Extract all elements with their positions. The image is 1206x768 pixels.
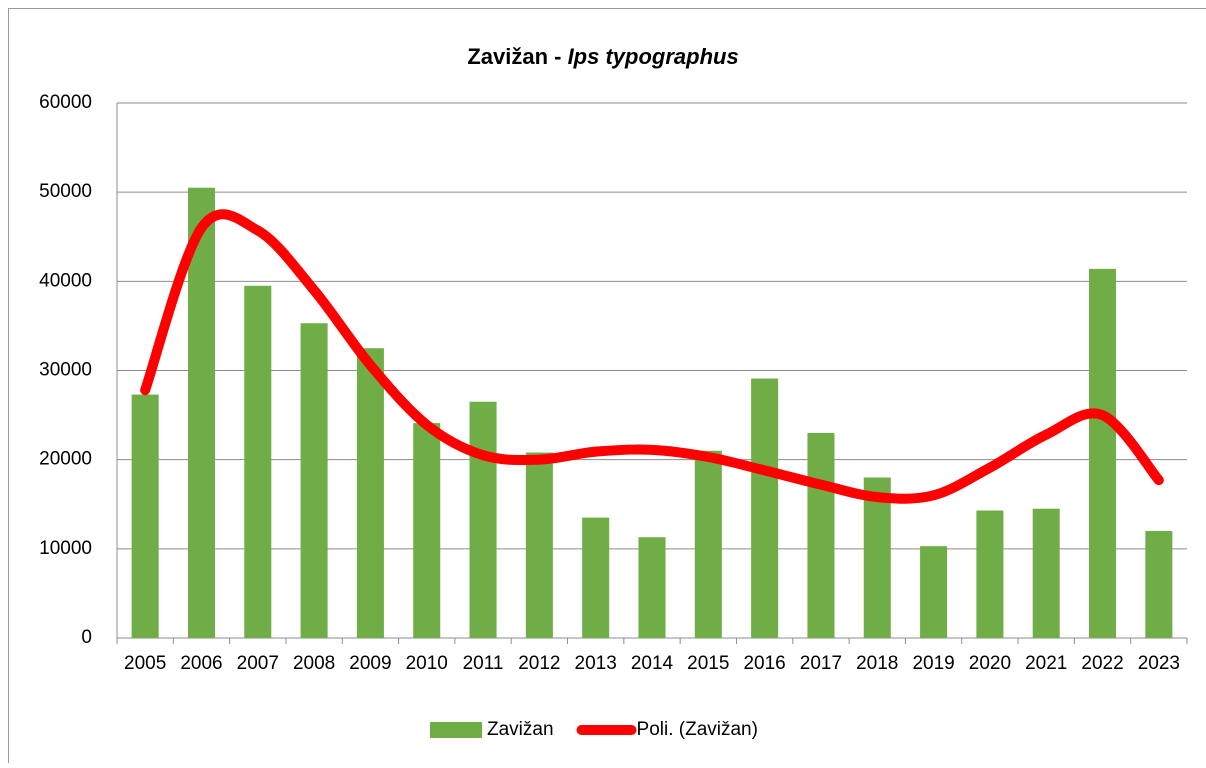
y-tick-label: 30000 [39,360,92,381]
x-tick-label: 2021 [1025,653,1067,674]
title-species: Ips typographus [568,44,739,69]
title-text: Zavižan - [467,44,567,69]
legend-swatch [430,722,482,738]
x-tick-label: 2013 [575,653,617,674]
bar [1033,509,1060,638]
y-tick-label: 50000 [39,181,92,202]
bar [244,286,271,638]
x-tick-label: 2009 [349,653,391,674]
y-tick-label: 10000 [39,538,92,559]
bar [695,451,722,638]
x-tick-label: 2017 [800,653,842,674]
x-tick-label: 2006 [180,653,222,674]
y-tick-label: 0 [81,627,92,648]
bar [1089,269,1116,638]
x-tick-label: 2014 [631,653,674,674]
x-tick-label: 2023 [1138,653,1180,674]
x-tick-label: 2020 [969,653,1011,674]
bar [1145,531,1172,638]
bar [807,433,834,638]
y-tick-label: 20000 [39,449,92,470]
bar [470,402,497,638]
chart-title: Zavižan - Ips typographus [467,44,738,69]
x-tick-label: 2005 [124,653,166,674]
x-tick-label: 2011 [463,653,504,674]
x-tick-label: 2022 [1081,653,1123,674]
y-tick-label: 60000 [39,92,92,113]
x-tick-label: 2008 [293,653,335,674]
bar [301,323,328,638]
bar [976,510,1003,638]
x-tick-label: 2010 [406,653,448,674]
bar [582,518,609,638]
bar [132,395,159,638]
bar [751,379,778,638]
legend-label: Poli. (Zavižan) [637,719,758,740]
bar [526,453,553,638]
bar [638,537,665,638]
x-tick-label: 2015 [687,653,729,674]
x-tick-label: 2016 [743,653,785,674]
x-tick-label: 2018 [856,653,898,674]
x-tick-label: 2012 [518,653,560,674]
x-tick-label: 2019 [912,653,954,674]
bar [413,423,440,638]
y-tick-label: 40000 [39,270,92,291]
legend-label: Zavižan [487,719,554,740]
bar [357,348,384,638]
bar [920,546,947,638]
x-tick-label: 2007 [237,653,279,674]
